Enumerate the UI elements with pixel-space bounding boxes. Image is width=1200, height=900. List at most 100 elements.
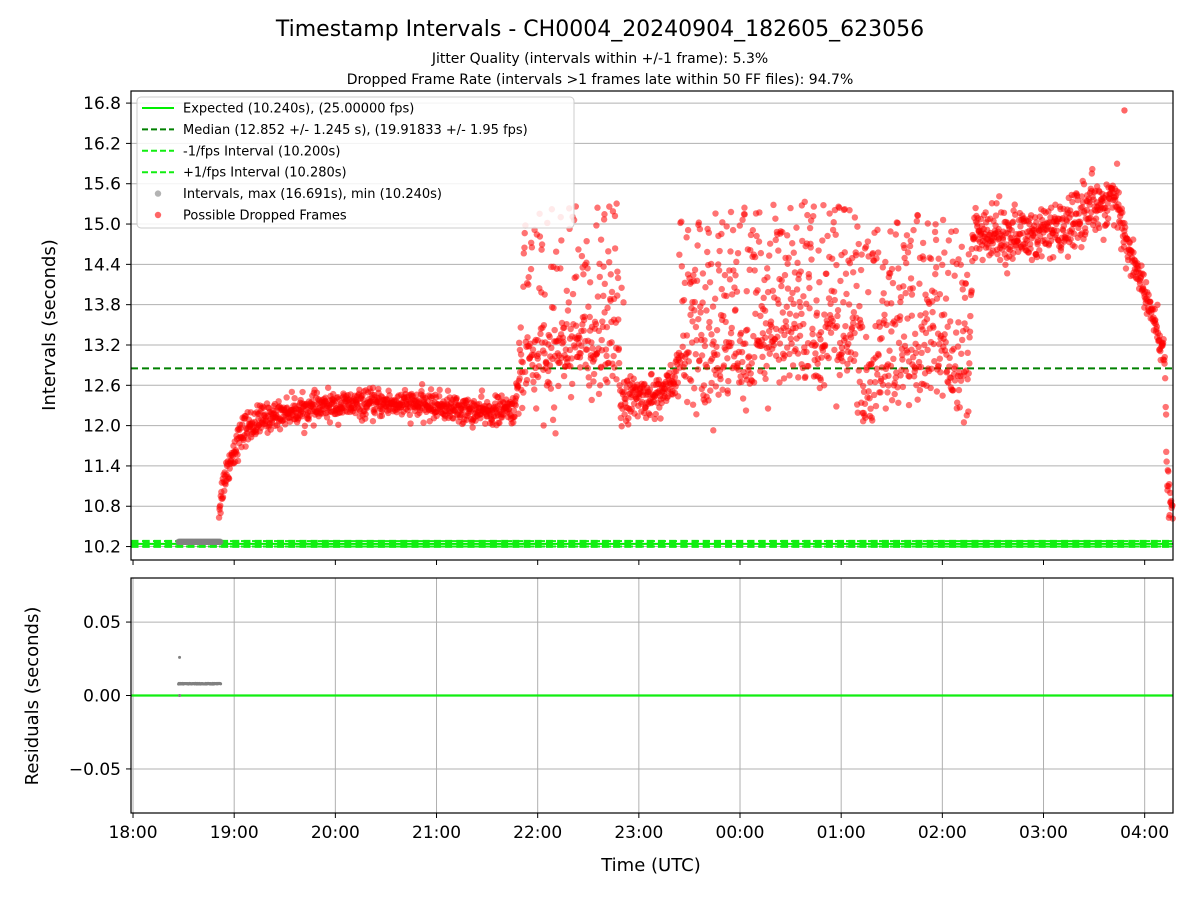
dropped-frame-point xyxy=(993,200,1000,207)
dropped-frame-point xyxy=(566,346,574,354)
dropped-frame-point xyxy=(689,401,697,408)
dropped-frame-point xyxy=(924,220,931,227)
dropped-frame-point xyxy=(859,382,867,390)
fps-band-marker xyxy=(534,539,542,548)
dropped-frame-point xyxy=(1121,224,1129,231)
dropped-frame-point xyxy=(762,334,769,341)
dropped-frame-point xyxy=(1007,243,1014,251)
legend-label: Median (12.852 +/- 1.245 s), (19.91833 +… xyxy=(183,123,528,138)
dropped-frame-point xyxy=(798,310,805,318)
dropped-frame-point xyxy=(797,268,804,275)
dropped-frame-point xyxy=(1147,298,1154,306)
fps-band-marker xyxy=(803,539,811,548)
dropped-frame-point xyxy=(821,342,829,350)
dropped-frame-point xyxy=(841,205,848,213)
dropped-frame-point xyxy=(728,339,735,347)
x-tick-label: 01:00 xyxy=(817,823,866,843)
residual-point-outlier xyxy=(178,694,182,697)
dropped-frame-point xyxy=(362,410,369,418)
dropped-frame-point xyxy=(747,370,754,377)
dropped-frame-point xyxy=(988,200,996,207)
dropped-frame-point xyxy=(1082,228,1089,236)
dropped-frame-point xyxy=(894,384,901,391)
dropped-frame-point xyxy=(915,358,923,366)
residual-point-outlier xyxy=(178,655,182,659)
dropped-frame-point xyxy=(276,426,284,433)
dropped-frame-point xyxy=(912,349,920,357)
legend-label: Expected (10.240s), (25.00000 fps) xyxy=(183,102,414,117)
dropped-frame-point xyxy=(699,299,706,306)
dropped-frame-point xyxy=(842,322,849,330)
dropped-frame-point xyxy=(242,443,249,450)
dropped-frame-point xyxy=(897,372,904,379)
fps-band-marker xyxy=(310,539,318,548)
dropped-frame-point xyxy=(797,303,804,310)
fps-band-marker xyxy=(601,539,609,548)
dropped-frame-point xyxy=(613,376,620,383)
dropped-frame-point xyxy=(882,405,889,412)
dropped-frame-point xyxy=(828,255,836,262)
dropped-frame-point xyxy=(899,351,906,359)
dropped-frame-point xyxy=(1071,243,1078,250)
dropped-frame-point xyxy=(746,266,753,274)
fps-band-marker xyxy=(344,539,352,548)
dropped-frame-point xyxy=(548,344,555,352)
dropped-frame-point xyxy=(521,368,529,376)
dropped-frame-point xyxy=(611,245,619,252)
dropped-frame-point xyxy=(954,343,962,350)
dropped-frame-point xyxy=(964,271,971,279)
dropped-frame-point xyxy=(1130,249,1137,256)
dropped-frame-point xyxy=(895,399,902,406)
dropped-frame-point xyxy=(225,475,233,482)
fps-band-marker xyxy=(792,539,800,548)
dropped-frame-point xyxy=(882,258,889,266)
dropped-frame-point xyxy=(556,359,563,366)
fps-band-marker xyxy=(713,539,721,548)
intervals-y-ticks: 10.2 10.8 11.4 12.0 12.6 13.2 13.8 14.4 15.0 15.6… xyxy=(83,94,131,558)
fps-band-marker xyxy=(904,539,912,548)
dropped-frame-point xyxy=(803,300,810,308)
dropped-frame-point xyxy=(908,291,916,298)
dropped-frame-point xyxy=(1162,403,1169,411)
dropped-frame-point xyxy=(590,370,598,378)
dropped-frame-point xyxy=(234,457,242,465)
dropped-frame-point xyxy=(756,209,763,216)
dropped-frame-point xyxy=(620,299,627,306)
dropped-frame-point xyxy=(625,421,632,428)
dropped-frame-point xyxy=(744,326,751,333)
intervals-points xyxy=(175,107,1176,546)
interval-point xyxy=(217,538,224,546)
dropped-frame-point xyxy=(1070,230,1078,237)
dropped-frame-point xyxy=(888,265,896,273)
dropped-frame-point xyxy=(727,329,735,337)
dropped-frame-point xyxy=(541,291,548,298)
dropped-frame-point xyxy=(738,378,745,386)
dropped-frame-point xyxy=(733,258,740,266)
dropped-frame-point xyxy=(720,312,727,320)
fps-band-marker xyxy=(1016,539,1024,548)
dropped-frame-point xyxy=(1104,207,1111,214)
dropped-frame-point xyxy=(1027,245,1034,252)
dropped-frame-point xyxy=(1008,227,1015,234)
dropped-frame-point xyxy=(525,274,532,281)
dropped-frame-point xyxy=(685,358,693,365)
fps-band-marker xyxy=(153,539,161,548)
dropped-frame-point xyxy=(784,260,791,267)
dropped-frame-point xyxy=(288,388,296,396)
dropped-frame-point xyxy=(836,371,843,379)
dropped-frame-point xyxy=(705,324,713,331)
dropped-frame-point xyxy=(698,331,705,339)
dropped-frame-point xyxy=(519,404,526,412)
dropped-frame-point xyxy=(961,294,969,301)
dropped-frame-point xyxy=(927,255,935,263)
dropped-frame-point xyxy=(922,329,930,337)
legend-label: +1/fps Interval (10.280s) xyxy=(183,166,347,181)
dropped-frame-point xyxy=(1017,223,1024,230)
fps-band-marker xyxy=(366,539,374,548)
dropped-frame-point xyxy=(695,315,702,323)
dropped-frame-point xyxy=(888,300,895,307)
dropped-frame-point xyxy=(498,392,505,399)
dropped-frame-point xyxy=(755,238,763,245)
dropped-frame-point xyxy=(583,237,590,245)
dropped-frame-point xyxy=(992,212,1000,219)
